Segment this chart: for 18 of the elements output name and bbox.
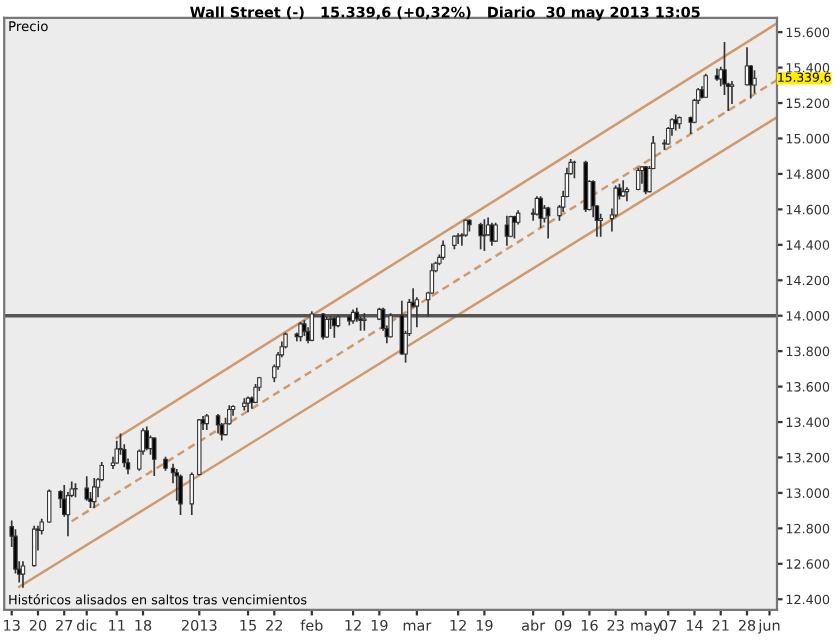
candlestick — [144, 426, 149, 451]
candlestick — [46, 489, 52, 523]
candlestick — [590, 180, 596, 218]
candlestick — [512, 215, 517, 239]
candlestick — [31, 525, 37, 567]
candlestick — [388, 313, 393, 338]
candlestick — [152, 437, 157, 477]
candlestick — [729, 80, 735, 104]
candlestick — [635, 167, 641, 191]
candlestick — [752, 70, 757, 94]
candlestick — [114, 440, 119, 464]
candlestick — [624, 187, 630, 202]
candlestick — [478, 222, 483, 250]
candlestick — [583, 160, 588, 212]
candlestick — [598, 213, 603, 237]
candlestick — [178, 474, 183, 516]
candlestick — [508, 215, 513, 238]
candlestick — [84, 476, 89, 501]
